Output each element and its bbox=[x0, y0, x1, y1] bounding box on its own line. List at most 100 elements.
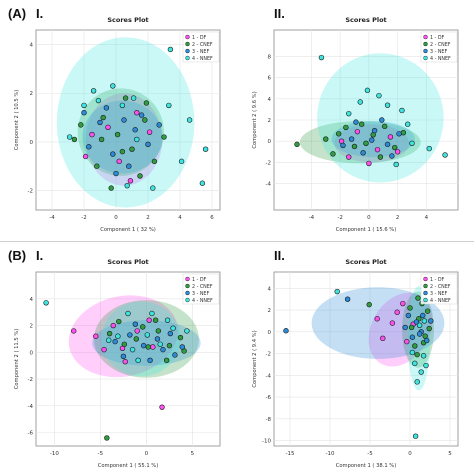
x-tick-label: 5 bbox=[448, 451, 452, 457]
scores-plot-a-ii: -4 -2 0 2 4 -4 -2 0 2 4 6 8 Scores Plot Component 1 (… bbox=[252, 16, 459, 233]
legend-entry-3: 3 - NEF bbox=[192, 291, 209, 297]
x-tick-label: 4 bbox=[178, 215, 182, 221]
data-point-series-3 bbox=[132, 127, 138, 133]
data-point-series-2 bbox=[143, 100, 150, 106]
legend-entry-4: 4 - NNEF bbox=[430, 298, 451, 304]
data-point-series-2 bbox=[330, 151, 336, 157]
confidence-ellipse-4 bbox=[56, 37, 195, 208]
data-point-series-3 bbox=[97, 119, 103, 126]
legend-entry-1: 1 - DF bbox=[430, 35, 445, 41]
legend-marker-1 bbox=[423, 34, 428, 40]
data-point-series-4 bbox=[130, 95, 137, 101]
data-point-series-4 bbox=[110, 83, 116, 89]
x-tick-label: 0 bbox=[408, 451, 412, 457]
y-tick-label: -6 bbox=[266, 395, 272, 401]
data-point-series-3 bbox=[86, 144, 92, 150]
data-point-series-1 bbox=[346, 154, 352, 160]
data-point-series-4 bbox=[81, 102, 87, 109]
data-point-series-4 bbox=[418, 369, 424, 375]
y-tick-label: 4 bbox=[268, 97, 272, 103]
data-point-series-4 bbox=[412, 360, 418, 367]
data-point-series-1 bbox=[374, 316, 380, 322]
data-point-series-2 bbox=[415, 295, 421, 301]
data-point-series-3 bbox=[172, 352, 178, 358]
data-point-series-2 bbox=[98, 136, 105, 143]
data-point-series-4 bbox=[119, 102, 126, 109]
panel-label-a-i: I. bbox=[36, 6, 44, 21]
x-tick-label: 6 bbox=[210, 215, 214, 221]
data-point-series-2 bbox=[140, 324, 146, 330]
data-point-series-3 bbox=[369, 137, 375, 143]
data-point-series-2 bbox=[412, 343, 418, 349]
data-point-series-4 bbox=[178, 158, 185, 165]
y-tick-label: 0 bbox=[268, 330, 272, 336]
data-point-series-2 bbox=[119, 148, 126, 155]
data-point-series-2 bbox=[343, 124, 349, 131]
confidence-ellipse-1 bbox=[334, 124, 410, 163]
data-point-series-2 bbox=[392, 144, 398, 151]
x-tick-label: -4 bbox=[309, 215, 315, 221]
chart-title: Scores Plot bbox=[345, 16, 386, 24]
panel-label-b-ii: II. bbox=[274, 248, 285, 263]
data-point-series-3 bbox=[81, 110, 87, 116]
data-point-series-1 bbox=[354, 128, 361, 135]
legend-marker-4 bbox=[185, 297, 190, 303]
data-point-series-4 bbox=[346, 110, 352, 117]
legend-marker-4 bbox=[185, 55, 190, 61]
legend-entry-4: 4 - NNEF bbox=[430, 56, 451, 62]
data-point-series-2 bbox=[108, 185, 114, 191]
data-point-series-3 bbox=[126, 163, 132, 169]
data-point-series-4 bbox=[43, 300, 49, 306]
legend-marker-2 bbox=[185, 283, 190, 289]
panel-label-b-i: I. bbox=[36, 248, 44, 263]
x-tick-label: -10 bbox=[50, 451, 59, 457]
x-tick-label: -5 bbox=[367, 451, 373, 457]
data-point-series-1 bbox=[82, 153, 89, 160]
data-point-series-2 bbox=[151, 158, 158, 165]
data-point-series-2 bbox=[381, 123, 388, 130]
data-point-series-1 bbox=[400, 300, 406, 307]
data-point-series-4 bbox=[95, 97, 102, 104]
data-point-series-1 bbox=[394, 149, 401, 155]
data-point-series-3 bbox=[420, 312, 426, 319]
chart-title: Scores Plot bbox=[107, 258, 148, 266]
data-point-series-1 bbox=[127, 178, 134, 184]
data-point-series-1 bbox=[146, 317, 152, 323]
data-point-series-2 bbox=[358, 121, 365, 127]
y-tick-label: 4 bbox=[268, 286, 272, 292]
y-tick-label: 0 bbox=[30, 350, 34, 356]
y-tick-label: -2 bbox=[266, 160, 271, 166]
data-point-series-3 bbox=[140, 342, 147, 349]
legend-marker-3 bbox=[423, 290, 428, 296]
legend-entry-1: 1 - DF bbox=[192, 277, 207, 283]
y-tick-label: 6 bbox=[268, 76, 272, 82]
x-axis-label: Component 1 ( 38.1 %) bbox=[336, 463, 397, 469]
data-point-series-4 bbox=[184, 328, 190, 334]
legend-marker-3 bbox=[423, 48, 428, 54]
data-point-series-4 bbox=[357, 99, 363, 105]
x-axis-label: Component 1 ( 55.1 %) bbox=[98, 463, 159, 469]
legend-entry-1: 1 - DF bbox=[430, 277, 445, 283]
confidence-ellipse-3 bbox=[311, 287, 445, 359]
data-point-series-2 bbox=[414, 351, 420, 358]
y-tick-label: -2 bbox=[266, 352, 271, 358]
data-point-series-3 bbox=[147, 357, 153, 364]
data-point-series-3 bbox=[340, 142, 346, 149]
legend-entry-2: 2 - CNEF bbox=[192, 42, 213, 48]
x-tick-label: 0 bbox=[114, 215, 118, 221]
data-point-series-1 bbox=[374, 146, 381, 153]
data-point-series-2 bbox=[152, 317, 159, 323]
data-point-series-3 bbox=[138, 112, 145, 118]
data-point-series-1 bbox=[122, 358, 128, 365]
data-point-series-3 bbox=[120, 353, 127, 360]
legend-entry-3: 3 - NEF bbox=[430, 49, 447, 55]
data-point-series-2 bbox=[335, 131, 342, 137]
data-point-series-4 bbox=[412, 433, 419, 439]
data-point-series-3 bbox=[428, 318, 434, 324]
data-point-series-1 bbox=[89, 131, 95, 138]
data-point-series-3 bbox=[179, 344, 185, 350]
y-tick-label: 8 bbox=[268, 54, 272, 60]
data-point-series-2 bbox=[106, 330, 113, 337]
data-point-series-2 bbox=[408, 324, 415, 331]
